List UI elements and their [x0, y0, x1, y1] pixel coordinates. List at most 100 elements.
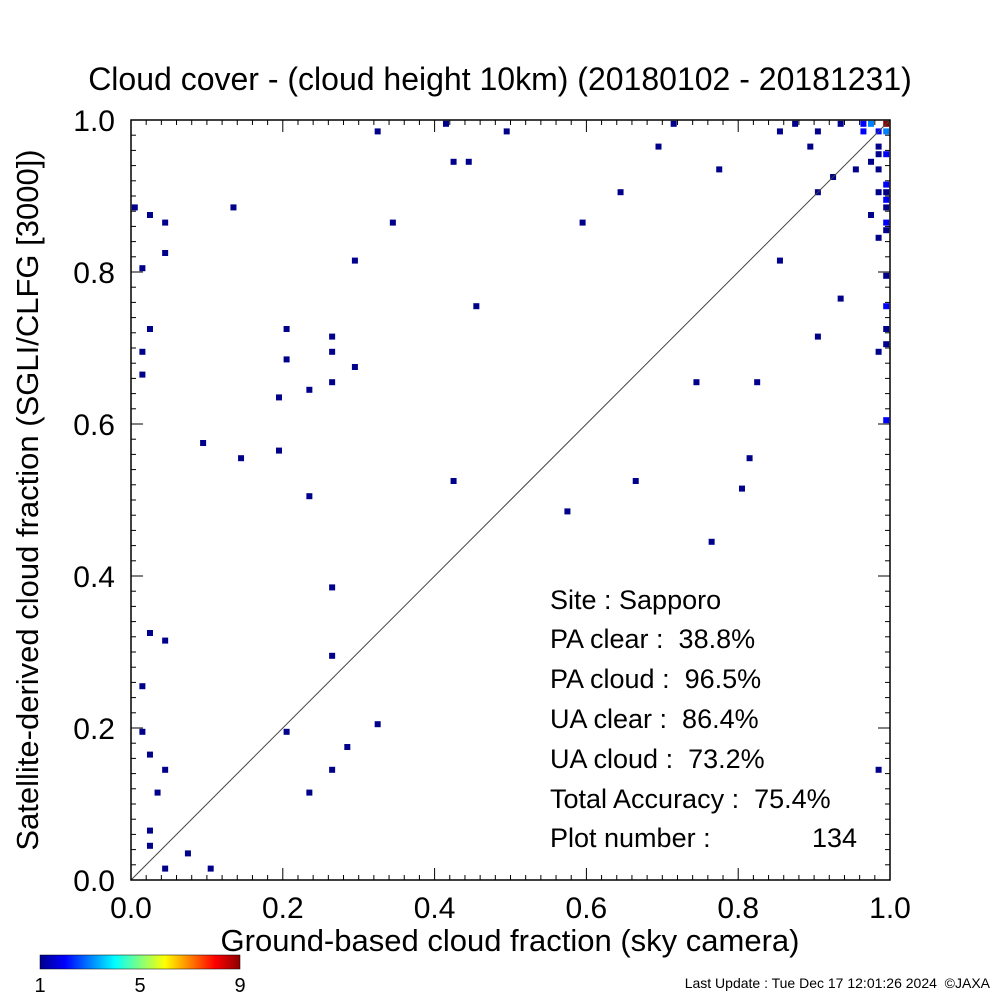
ticks-layer — [130, 119, 891, 881]
data-point — [465, 158, 472, 165]
data-point — [329, 348, 336, 355]
data-point — [754, 379, 761, 386]
data-point — [883, 196, 890, 203]
data-point — [807, 143, 814, 150]
data-point — [883, 417, 890, 424]
data-point — [329, 379, 336, 386]
data-point — [146, 751, 153, 758]
data-point — [716, 166, 723, 173]
data-point — [238, 455, 245, 462]
y-tick-labels: 0.0 0.2 0.4 0.6 0.8 1.0 — [73, 105, 115, 898]
data-point — [875, 189, 882, 196]
site-label: Site : Sapporo — [550, 585, 721, 615]
data-point — [883, 227, 890, 234]
data-point — [883, 151, 890, 158]
data-point — [162, 766, 169, 773]
x-tick-label: 0.8 — [717, 892, 759, 925]
data-point — [868, 158, 875, 165]
data-point — [883, 303, 890, 310]
data-point — [746, 455, 753, 462]
data-point — [693, 379, 700, 386]
data-point — [860, 128, 867, 135]
data-point — [146, 212, 153, 218]
data-point — [450, 158, 457, 165]
data-point — [162, 637, 169, 644]
data-point — [283, 728, 290, 735]
stats-box: Site : Sapporo PA clear : 38.8% PA cloud… — [550, 585, 857, 853]
data-point — [139, 683, 146, 690]
data-point — [792, 120, 799, 127]
data-point — [351, 364, 358, 370]
data-point — [776, 128, 783, 135]
y-tick-label: 0.0 — [73, 865, 115, 898]
data-point — [883, 219, 890, 226]
y-tick-label: 0.6 — [73, 409, 115, 442]
data-point — [503, 128, 510, 135]
data-point — [207, 865, 214, 872]
data-point — [131, 204, 138, 211]
data-point — [162, 219, 169, 226]
data-point — [276, 447, 283, 454]
y-tick-label: 0.2 — [73, 713, 115, 746]
data-point — [162, 865, 169, 872]
data-point — [860, 120, 867, 127]
x-tick-label: 0.2 — [262, 892, 304, 925]
x-tick-label: 0.4 — [414, 892, 456, 925]
last-update-footer: Last Update : Tue Dec 17 12:01:26 2024 ©… — [685, 975, 991, 991]
total-accuracy-stat: Total Accuracy : 75.4% — [550, 784, 831, 814]
data-point — [579, 219, 586, 226]
data-point — [154, 789, 161, 796]
one-to-one-line — [130, 119, 891, 881]
data-point — [450, 478, 457, 484]
data-point — [868, 212, 875, 218]
data-point — [139, 728, 146, 735]
data-point — [883, 326, 890, 332]
data-point — [184, 850, 191, 857]
data-point — [306, 493, 313, 500]
data-point — [875, 348, 882, 355]
data-point — [139, 371, 146, 378]
ua-clear-stat: UA clear : 86.4% — [550, 704, 759, 734]
colorbar-max-label: 9 — [234, 975, 245, 997]
data-point — [776, 257, 783, 264]
chart-title: Cloud cover - (cloud height 10km) (20180… — [88, 61, 912, 97]
data-point — [351, 257, 358, 264]
data-point — [883, 204, 890, 211]
y-tick-label: 0.4 — [73, 561, 115, 594]
points-layer — [131, 120, 890, 872]
x-tick-label: 1.0 — [869, 892, 911, 925]
data-point — [146, 326, 153, 332]
data-point — [738, 485, 745, 492]
data-point — [344, 744, 351, 750]
data-point — [875, 143, 882, 150]
data-point — [283, 356, 290, 363]
data-point — [329, 584, 336, 591]
x-tick-label: 0.0 — [110, 892, 152, 925]
y-axis-label: Satellite-derived cloud fraction (SGLI/C… — [10, 149, 45, 850]
data-point — [852, 166, 859, 173]
data-point — [283, 326, 290, 332]
data-point — [837, 120, 844, 127]
data-point — [442, 120, 449, 127]
data-point — [617, 189, 624, 196]
data-point — [139, 265, 146, 272]
ua-cloud-stat: UA cloud : 73.2% — [550, 744, 765, 774]
data-point — [875, 766, 882, 773]
data-point — [329, 766, 336, 773]
data-point — [146, 827, 153, 834]
data-point — [883, 272, 890, 279]
data-point — [329, 652, 336, 659]
pa-cloud-stat: PA cloud : 96.5% — [550, 664, 761, 694]
data-point — [306, 789, 313, 796]
data-point — [814, 333, 821, 340]
data-point — [883, 189, 890, 196]
data-point — [162, 250, 169, 256]
data-point — [632, 478, 639, 484]
plot-number-value: 134 — [812, 823, 857, 853]
data-point — [837, 295, 844, 302]
data-point — [389, 219, 396, 226]
data-point — [200, 440, 207, 446]
data-point — [883, 341, 890, 348]
data-point — [564, 508, 571, 515]
